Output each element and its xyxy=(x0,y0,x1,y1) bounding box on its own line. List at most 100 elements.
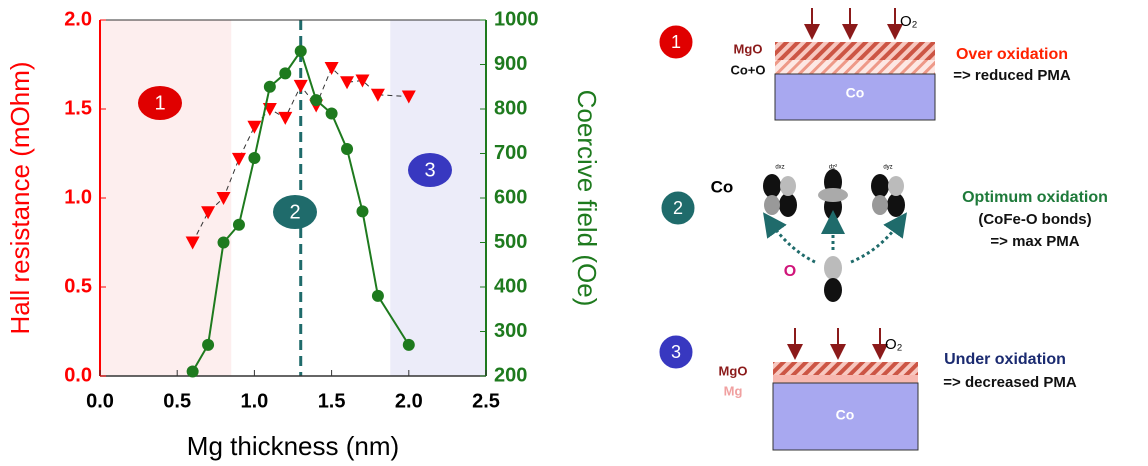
y2-tick-label: 500 xyxy=(494,231,527,253)
region-badge-number: 3 xyxy=(424,159,435,181)
gas-label: O₂ xyxy=(885,336,903,353)
point xyxy=(340,76,355,90)
point xyxy=(310,94,323,107)
co-layer xyxy=(774,73,936,121)
layer-label: Co xyxy=(836,407,855,423)
panel-3: 3 O₂ Co MgO Mg Under oxidation => decrea… xyxy=(658,328,1077,451)
region-badge xyxy=(138,86,182,120)
point xyxy=(401,90,416,104)
point xyxy=(278,111,293,125)
layer-label: Co xyxy=(846,85,865,101)
x-tick-label: 0.5 xyxy=(163,390,191,412)
point xyxy=(217,236,230,249)
y2-tick-label: 1000 xyxy=(494,8,539,30)
layer-label: MgO xyxy=(719,363,748,378)
point xyxy=(247,120,262,134)
point xyxy=(248,151,261,164)
panel-detail: (CoFe-O bonds) xyxy=(978,211,1091,228)
bond-arrow xyxy=(850,212,907,264)
point xyxy=(201,206,216,220)
y2-tick-label: 200 xyxy=(494,364,527,386)
badge-number: 2 xyxy=(673,198,683,218)
region-badge-number: 1 xyxy=(154,92,165,114)
layer-label: MgO xyxy=(734,41,763,56)
y-tick-label: 1.0 xyxy=(64,186,92,208)
panel-result: => decreased PMA xyxy=(943,374,1077,391)
panel-title: Over oxidation xyxy=(956,46,1068,63)
point xyxy=(341,143,354,156)
x-tick-label: 2.5 xyxy=(472,390,500,412)
panel-result: => max PMA xyxy=(990,233,1079,250)
region-badge xyxy=(273,195,317,229)
oxide-layer xyxy=(773,362,918,375)
point xyxy=(355,74,370,88)
x-tick-label: 1.0 xyxy=(240,390,268,412)
y2-tick-label: 700 xyxy=(494,142,527,164)
co-layer xyxy=(772,382,919,451)
y2-tick-label: 800 xyxy=(494,97,527,119)
atom-label: O xyxy=(784,263,796,280)
point xyxy=(370,88,385,102)
point xyxy=(356,205,369,218)
panel-title: Optimum oxidation xyxy=(962,189,1108,206)
point xyxy=(324,62,339,76)
bond-arrow xyxy=(763,212,816,264)
orbital xyxy=(763,174,797,217)
point xyxy=(185,236,200,250)
region-badge xyxy=(408,153,452,187)
panel-result: => reduced PMA xyxy=(953,67,1071,84)
orbital-label: dyz xyxy=(883,165,892,171)
y2-tick-label: 600 xyxy=(494,186,527,208)
y-tick-label: 0.0 xyxy=(64,364,92,386)
x-tick-label: 0.0 xyxy=(86,390,114,412)
y2-tick-label: 300 xyxy=(494,320,527,342)
point xyxy=(186,365,199,378)
point xyxy=(232,218,245,231)
point xyxy=(279,67,292,80)
badge-number: 3 xyxy=(671,342,681,362)
orbital xyxy=(824,256,842,302)
y-tick-label: 0.5 xyxy=(64,275,92,297)
badge-number: 1 xyxy=(671,32,681,52)
y-axis-label: Hall resistance (mOhm) xyxy=(5,61,35,334)
point xyxy=(263,80,276,93)
point xyxy=(216,192,231,205)
y-tick-label: 1.5 xyxy=(64,97,92,119)
y2-tick-label: 400 xyxy=(494,275,527,297)
point xyxy=(293,79,308,93)
orbital-label: dz² xyxy=(829,165,837,171)
point xyxy=(231,152,246,166)
orbital xyxy=(871,174,905,217)
region-badge-number: 2 xyxy=(289,201,300,223)
point xyxy=(325,107,338,120)
region xyxy=(100,20,232,376)
panel-title: Under oxidation xyxy=(944,351,1066,368)
region xyxy=(390,20,486,376)
y2-axis-label: Coercive field (Oe) xyxy=(572,90,602,307)
y2-tick-label: 900 xyxy=(494,53,527,75)
mg-layer xyxy=(773,375,918,383)
oxide-layer xyxy=(775,42,935,60)
x-tick-label: 2.0 xyxy=(395,390,423,412)
panel-2: 2 Co dxz dz² dyz O Optimum oxidation (Co… xyxy=(660,165,1108,302)
mixed-layer xyxy=(775,60,935,74)
x-tick-label: 1.5 xyxy=(318,390,346,412)
chart: 0.0 0.5 1.0 1.5 2.0 2.5 0.0 0.5 1.0 1.5 2.0 200 300 4… xyxy=(5,8,602,461)
badge xyxy=(658,24,694,60)
panel-1: 1 O₂ Co MgO Co+O Over oxidation => reduc… xyxy=(658,8,1071,121)
orbital xyxy=(818,169,848,220)
point xyxy=(371,289,384,302)
gas-label: O₂ xyxy=(900,13,918,30)
point xyxy=(202,338,215,351)
layer-label: Mg xyxy=(724,383,743,398)
x-axis-label: Mg thickness (nm) xyxy=(187,431,399,461)
orbital-label: dxz xyxy=(775,165,784,171)
point xyxy=(402,338,415,351)
atom-label: Co xyxy=(711,177,734,196)
y-tick-label: 2.0 xyxy=(64,8,92,30)
badge xyxy=(658,334,694,370)
point xyxy=(294,45,307,58)
badge xyxy=(660,190,696,226)
